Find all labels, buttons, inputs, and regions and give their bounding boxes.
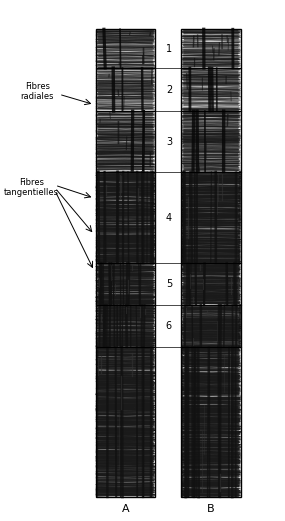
Text: 3: 3	[166, 137, 172, 146]
Bar	[181, 29, 241, 497]
Text: 4: 4	[166, 213, 172, 222]
Bar	[95, 29, 155, 497]
Text: 1: 1	[166, 44, 172, 54]
Text: 6: 6	[166, 321, 172, 331]
Text: Fibres
tangentielles: Fibres tangentielles	[4, 178, 59, 197]
Text: B: B	[207, 504, 215, 514]
Text: A: A	[122, 504, 129, 514]
Text: 5: 5	[166, 279, 172, 289]
Text: Fibres
radiales: Fibres radiales	[21, 82, 54, 101]
Bar	[181, 29, 241, 497]
Text: 2: 2	[166, 84, 172, 95]
Bar	[95, 29, 155, 497]
